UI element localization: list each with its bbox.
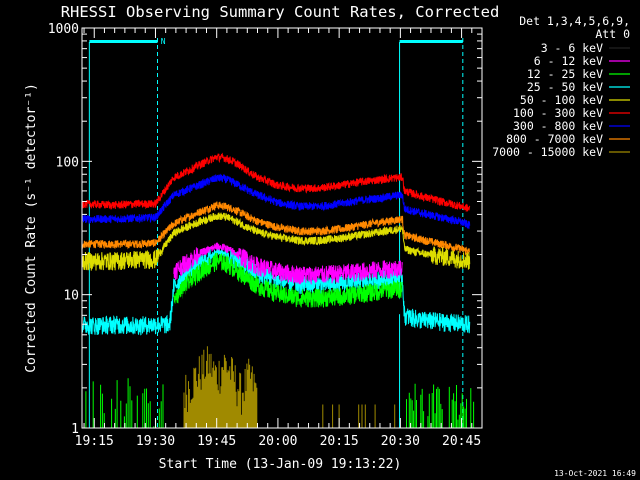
series-6-12-kev: [173, 242, 403, 285]
legend-label: 50 - 100 keV: [520, 93, 603, 107]
legend-label: 6 - 12 keV: [534, 54, 603, 68]
legend-label: 25 - 50 keV: [527, 80, 603, 94]
state-bar-left: [89, 40, 158, 43]
state-bar-right: [399, 40, 463, 43]
plot-frame: [81, 27, 483, 429]
series-25-50-kev: [81, 247, 471, 336]
legend-entry-300-800-kev: 300 - 800 keV: [513, 119, 630, 133]
x-tick-label: 19:15: [75, 434, 114, 449]
x-tick-label: 19:30: [136, 434, 175, 449]
y-axis-label: Corrected Count Rate (s⁻¹ detector⁻¹): [24, 83, 39, 373]
legend-entry-3-6-kev: 3 - 6 keV: [541, 41, 630, 55]
series-3-6-kev: [173, 271, 403, 332]
y-tick-label-10: 10: [63, 289, 79, 304]
attenuator-label: N: [161, 37, 166, 46]
legend-entry-12-25-kev: 12 - 25 keV: [527, 67, 630, 81]
legend-entry-100-300-kev: 100 - 300 keV: [513, 106, 630, 120]
x-tick-label: 20:00: [258, 434, 297, 449]
plot-axes: 1 10 100 1000 19:15 19:30 19:45 20:00 20:15 20:30…: [48, 22, 483, 449]
legend-label: 3 - 6 keV: [541, 41, 603, 55]
y-tick-label-1: 1: [71, 422, 79, 437]
x-tick-label: 20:30: [381, 434, 420, 449]
x-tick-label: 20:45: [442, 434, 481, 449]
series-800-7000-kev: [81, 201, 470, 256]
y-tick-label-100: 100: [56, 155, 79, 170]
legend-label: 7000 - 15000 keV: [492, 145, 603, 159]
legend-entry-6-12-kev: 6 - 12 keV: [534, 54, 630, 68]
footer-timestamp: 13-Oct-2021 16:49: [554, 469, 636, 478]
legend-label: 12 - 25 keV: [527, 67, 603, 81]
legend-header: Det 1,3,4,5,6,9, Att 0: [519, 14, 630, 41]
legend-label: 800 - 7000 keV: [506, 132, 603, 146]
legend-label: 300 - 800 keV: [513, 119, 603, 133]
legend-header-line-2: Att 0: [595, 27, 630, 41]
plot-content: N: [81, 37, 475, 428]
x-tick-label: 20:15: [320, 434, 359, 449]
legend-label: 100 - 300 keV: [513, 106, 603, 120]
chart-title: RHESSI Observing Summary Count Rates, Co…: [61, 3, 500, 21]
legend-entry-25-50-kev: 25 - 50 keV: [527, 80, 630, 94]
legend-header-line-1: Det 1,3,4,5,6,9,: [519, 14, 630, 28]
series-300-800-kev: [81, 173, 471, 229]
legend-entry-800-7000-kev: 800 - 7000 keV: [506, 132, 630, 146]
y-tick-label-1000: 1000: [48, 22, 79, 37]
legend-entry-50-100-kev: 50 - 100 keV: [520, 93, 630, 107]
series-100-300-kev: [81, 152, 471, 212]
series-7000-15000-kev: [183, 346, 396, 428]
series-12-25-kev: [173, 252, 403, 308]
series-50-100-kev: [81, 212, 471, 271]
x-tick-label: 19:45: [197, 434, 236, 449]
legend-entry-7000-15000-kev: 7000 - 15000 keV: [492, 145, 630, 159]
x-axis-label: Start Time (13-Jan-09 19:13:22): [159, 457, 402, 472]
